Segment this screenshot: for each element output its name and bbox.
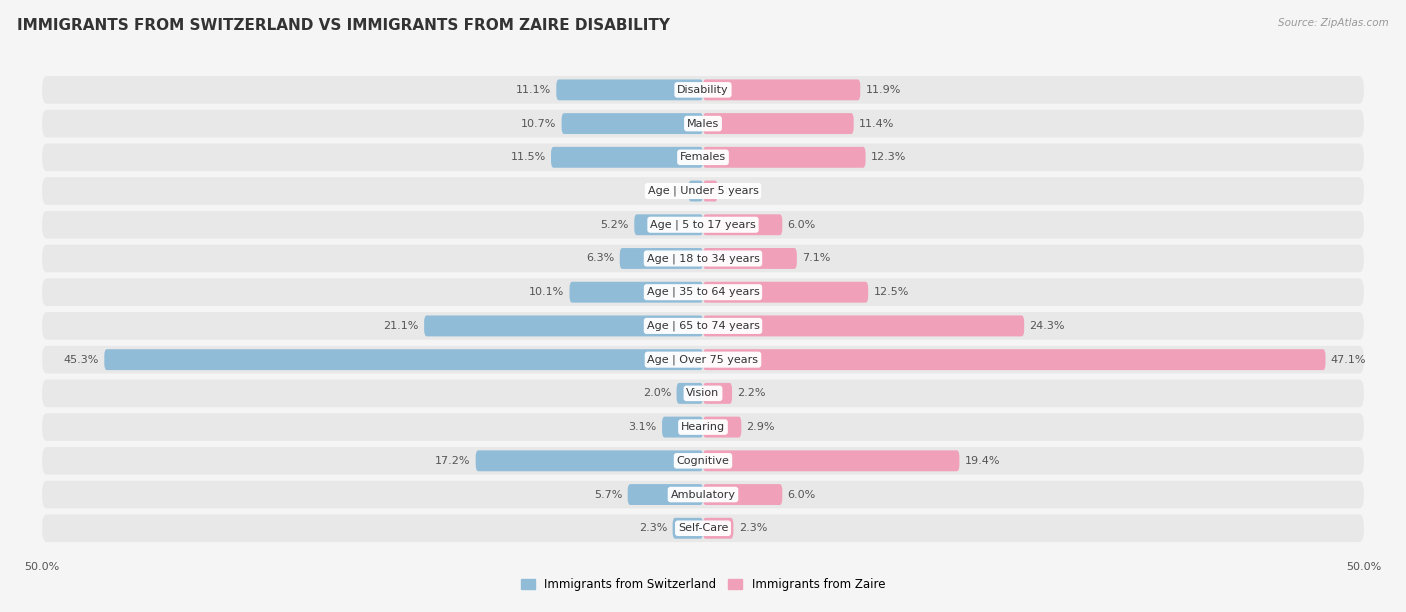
FancyBboxPatch shape [620,248,703,269]
FancyBboxPatch shape [475,450,703,471]
FancyBboxPatch shape [42,76,1364,103]
FancyBboxPatch shape [703,349,1326,370]
FancyBboxPatch shape [703,417,741,438]
Text: Cognitive: Cognitive [676,456,730,466]
FancyBboxPatch shape [672,518,703,539]
Text: 2.3%: 2.3% [738,523,768,533]
Text: 12.3%: 12.3% [870,152,907,162]
Text: 10.7%: 10.7% [520,119,557,129]
Legend: Immigrants from Switzerland, Immigrants from Zaire: Immigrants from Switzerland, Immigrants … [516,573,890,595]
Text: Age | Under 5 years: Age | Under 5 years [648,186,758,196]
Text: 11.4%: 11.4% [859,119,894,129]
FancyBboxPatch shape [42,413,1364,441]
Text: 10.1%: 10.1% [529,287,564,297]
Text: 7.1%: 7.1% [801,253,831,264]
Text: 2.0%: 2.0% [643,389,671,398]
Text: Females: Females [681,152,725,162]
FancyBboxPatch shape [703,383,733,404]
FancyBboxPatch shape [42,312,1364,340]
Text: Males: Males [688,119,718,129]
FancyBboxPatch shape [703,214,782,235]
Text: Source: ZipAtlas.com: Source: ZipAtlas.com [1278,18,1389,28]
Text: 5.7%: 5.7% [593,490,623,499]
FancyBboxPatch shape [561,113,703,134]
Text: 11.1%: 11.1% [516,85,551,95]
Text: Disability: Disability [678,85,728,95]
FancyBboxPatch shape [703,248,797,269]
FancyBboxPatch shape [634,214,703,235]
FancyBboxPatch shape [676,383,703,404]
Text: 3.1%: 3.1% [628,422,657,432]
Text: Age | 18 to 34 years: Age | 18 to 34 years [647,253,759,264]
Text: 11.5%: 11.5% [510,152,546,162]
Text: 1.1%: 1.1% [655,186,683,196]
Text: IMMIGRANTS FROM SWITZERLAND VS IMMIGRANTS FROM ZAIRE DISABILITY: IMMIGRANTS FROM SWITZERLAND VS IMMIGRANT… [17,18,669,34]
FancyBboxPatch shape [42,245,1364,272]
FancyBboxPatch shape [425,315,703,337]
FancyBboxPatch shape [703,282,868,303]
FancyBboxPatch shape [42,177,1364,205]
Text: Hearing: Hearing [681,422,725,432]
Text: 5.2%: 5.2% [600,220,628,230]
Text: 24.3%: 24.3% [1029,321,1064,331]
Text: Ambulatory: Ambulatory [671,490,735,499]
FancyBboxPatch shape [42,346,1364,373]
Text: 6.0%: 6.0% [787,220,815,230]
Text: 47.1%: 47.1% [1330,354,1367,365]
FancyBboxPatch shape [42,143,1364,171]
Text: 45.3%: 45.3% [63,354,98,365]
Text: 6.0%: 6.0% [787,490,815,499]
FancyBboxPatch shape [42,379,1364,407]
Text: 17.2%: 17.2% [434,456,471,466]
Text: 6.3%: 6.3% [586,253,614,264]
FancyBboxPatch shape [42,211,1364,239]
Text: Age | 65 to 74 years: Age | 65 to 74 years [647,321,759,331]
Text: Vision: Vision [686,389,720,398]
FancyBboxPatch shape [703,147,866,168]
FancyBboxPatch shape [42,480,1364,509]
Text: 1.1%: 1.1% [723,186,751,196]
FancyBboxPatch shape [551,147,703,168]
FancyBboxPatch shape [627,484,703,505]
FancyBboxPatch shape [42,110,1364,138]
Text: 21.1%: 21.1% [384,321,419,331]
Text: Self-Care: Self-Care [678,523,728,533]
FancyBboxPatch shape [42,515,1364,542]
FancyBboxPatch shape [42,447,1364,475]
FancyBboxPatch shape [557,80,703,100]
FancyBboxPatch shape [703,80,860,100]
Text: Age | 35 to 64 years: Age | 35 to 64 years [647,287,759,297]
FancyBboxPatch shape [703,113,853,134]
FancyBboxPatch shape [662,417,703,438]
Text: 12.5%: 12.5% [873,287,908,297]
FancyBboxPatch shape [569,282,703,303]
Text: 2.3%: 2.3% [638,523,668,533]
Text: 11.9%: 11.9% [866,85,901,95]
Text: 19.4%: 19.4% [965,456,1000,466]
FancyBboxPatch shape [42,278,1364,306]
FancyBboxPatch shape [703,518,734,539]
Text: 2.2%: 2.2% [737,389,766,398]
Text: 2.9%: 2.9% [747,422,775,432]
Text: Age | Over 75 years: Age | Over 75 years [648,354,758,365]
FancyBboxPatch shape [703,181,717,201]
FancyBboxPatch shape [703,450,959,471]
FancyBboxPatch shape [104,349,703,370]
Text: Age | 5 to 17 years: Age | 5 to 17 years [650,220,756,230]
FancyBboxPatch shape [703,315,1024,337]
FancyBboxPatch shape [689,181,703,201]
FancyBboxPatch shape [703,484,782,505]
